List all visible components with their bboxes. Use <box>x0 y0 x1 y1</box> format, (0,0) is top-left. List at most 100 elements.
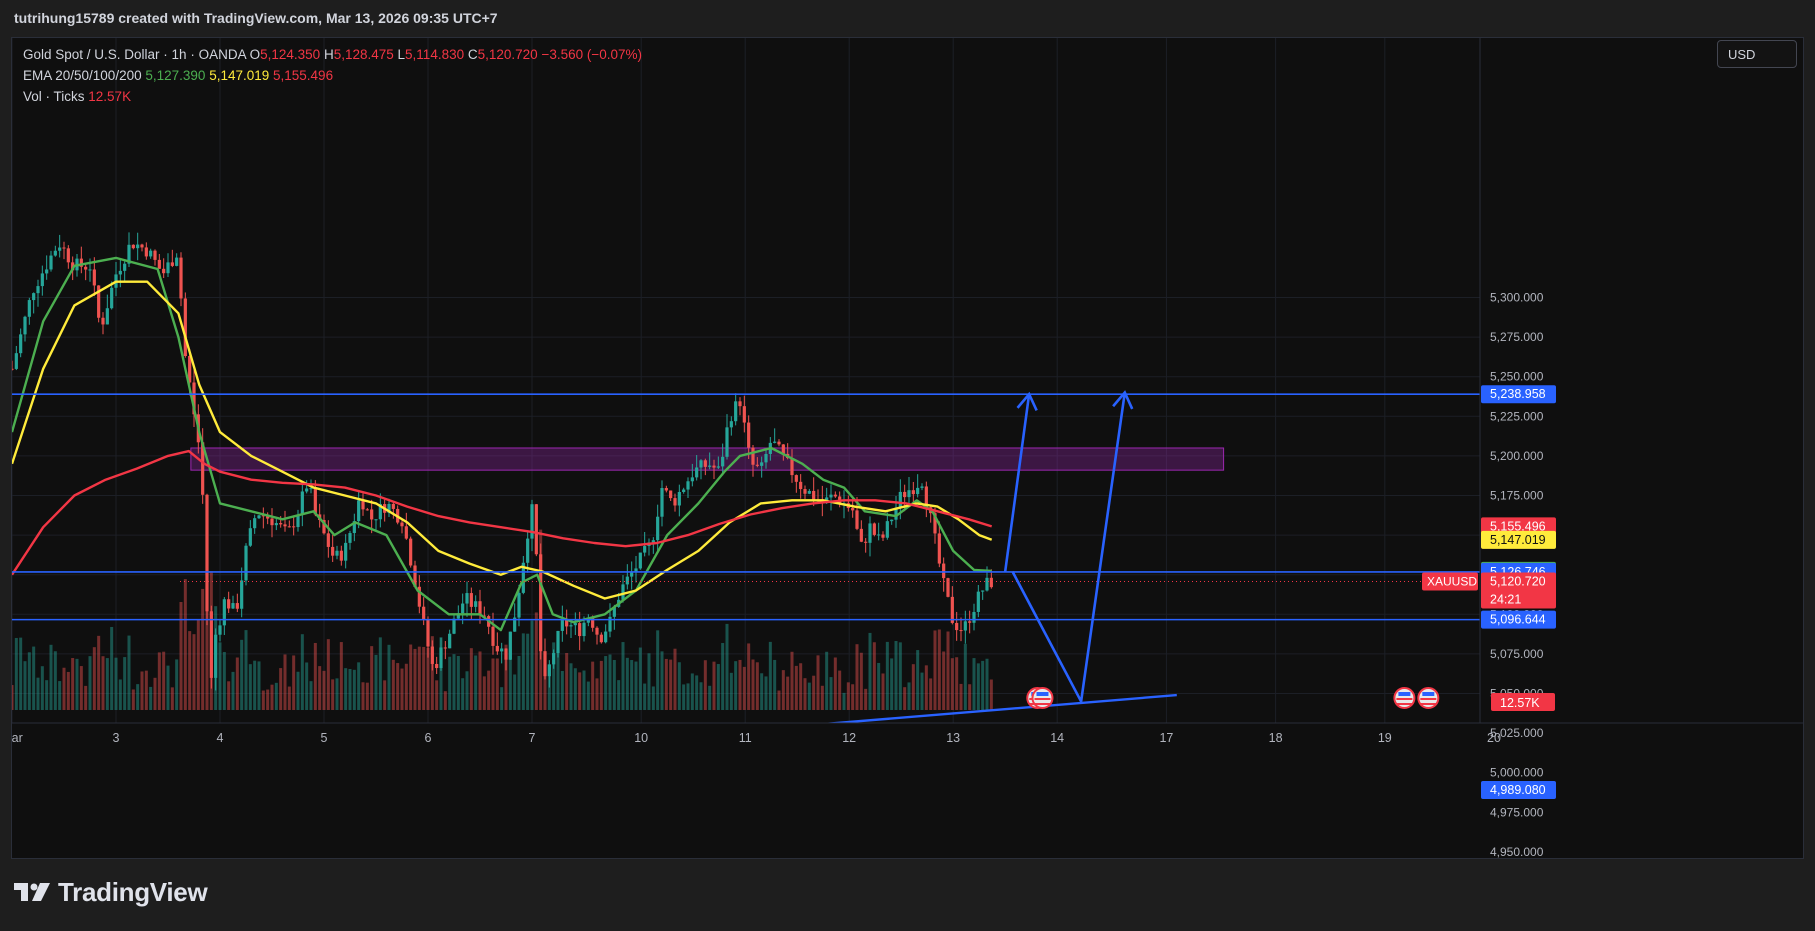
volume-bar <box>292 655 296 710</box>
ema-indicator-label[interactable]: EMA 20/50/100/200 <box>23 68 142 83</box>
candle-body <box>751 447 755 465</box>
projection-path <box>1011 392 1127 703</box>
volume-bar <box>885 641 889 710</box>
volume-bar <box>924 665 928 710</box>
price-tick-label: 5,250.000 <box>1490 370 1544 384</box>
candle-body <box>469 593 473 607</box>
volume-bar <box>53 651 57 710</box>
candle-body <box>97 285 101 318</box>
candle-body <box>595 627 599 635</box>
volume-bar <box>227 681 231 710</box>
volume-bar <box>79 666 83 710</box>
volume-bar <box>820 685 824 710</box>
chart-frame[interactable]: 4,950.0004,975.0005,000.0005,025.0005,05… <box>11 37 1804 859</box>
candle-body <box>742 406 746 423</box>
candle-body <box>565 619 569 627</box>
candle-body <box>62 247 66 249</box>
candle-body <box>218 625 222 635</box>
volume-bar <box>179 601 183 710</box>
volume-bar <box>361 682 365 710</box>
volume-bar <box>274 682 278 710</box>
candle-body <box>162 268 166 274</box>
price-label-box <box>1481 780 1556 799</box>
candle-body <box>352 521 356 534</box>
volume-indicator-label[interactable]: Vol · Ticks <box>23 89 85 104</box>
candle-body <box>478 601 482 616</box>
volume-bar <box>578 672 582 710</box>
candle-body <box>205 494 209 612</box>
high-value: 5,128.475 <box>333 47 394 62</box>
volume-bar <box>396 663 400 710</box>
volume-bar <box>235 657 239 710</box>
candle-body <box>274 523 278 526</box>
volume-bar <box>231 671 235 710</box>
candle-body <box>313 488 317 515</box>
volume-bar <box>669 659 673 710</box>
candle-body <box>621 584 625 600</box>
volume-bar <box>270 684 274 710</box>
open-label: O <box>249 47 261 62</box>
candle-body <box>404 526 408 539</box>
volume-bar <box>92 647 96 710</box>
candle-body <box>963 621 967 631</box>
candle-body <box>400 522 404 527</box>
volume-bar <box>972 658 976 710</box>
candle-body <box>279 523 283 525</box>
candle-body <box>58 247 62 251</box>
volume-bar <box>829 677 833 710</box>
candle-body <box>630 572 634 577</box>
volume-bar <box>686 683 690 710</box>
candle-body <box>682 489 686 493</box>
candle-body <box>335 550 339 556</box>
price-label-text: 5,155.496 <box>1490 519 1546 533</box>
volume-bar <box>23 661 27 710</box>
snapshot-caption: tutrihung15789 created with TradingView.… <box>14 10 498 26</box>
candle-body <box>32 293 36 301</box>
candle-body <box>140 244 144 248</box>
volume-bar <box>487 670 491 710</box>
volume-bar <box>968 684 972 710</box>
candle-body <box>248 528 252 546</box>
candle-body <box>877 534 881 536</box>
close-label: C <box>467 47 478 62</box>
candle-body <box>573 623 577 626</box>
volume-bar <box>552 642 556 710</box>
candle-body <box>699 460 703 468</box>
volume-bar <box>950 658 954 710</box>
price-tick-label: 5,200.000 <box>1490 449 1544 463</box>
volume-bar <box>374 654 378 710</box>
candle-body <box>491 626 495 646</box>
economic-event-flag-icon[interactable] <box>1393 687 1416 709</box>
volume-bar <box>699 682 703 710</box>
candle-body <box>305 488 309 492</box>
volume-bar <box>673 648 677 710</box>
volume-bar <box>352 669 356 710</box>
price-chart[interactable]: 4,950.0004,975.0005,000.0005,025.0005,05… <box>12 38 1803 858</box>
candle-body <box>192 382 196 415</box>
candle-body <box>456 613 460 619</box>
symbol-title[interactable]: Gold Spot / U.S. Dollar · 1h · OANDA <box>23 47 246 62</box>
candle-body <box>686 481 690 490</box>
volume-bar <box>734 661 738 710</box>
volume-bar <box>963 643 967 710</box>
volume-bar <box>651 686 655 710</box>
candle-body <box>526 538 530 563</box>
volume-bar <box>443 691 447 710</box>
candle-body <box>504 648 508 660</box>
volume-bar <box>851 684 855 710</box>
economic-event-flag-icon[interactable] <box>1417 687 1440 709</box>
volume-bar <box>898 642 902 710</box>
candle-body <box>664 488 668 491</box>
volume-bar <box>582 670 586 710</box>
time-tick-label: 14 <box>1050 731 1064 745</box>
currency-button[interactable]: USD <box>1717 40 1797 68</box>
time-tick-label: 10 <box>634 731 648 745</box>
candle-body <box>348 533 352 543</box>
candle-body <box>101 317 105 325</box>
candle-body <box>49 255 53 270</box>
volume-bar <box>842 692 846 710</box>
volume-bar <box>127 635 131 710</box>
volume-bar <box>643 683 647 710</box>
candle-body <box>881 534 885 538</box>
economic-event-flag-icon[interactable] <box>1031 687 1054 709</box>
